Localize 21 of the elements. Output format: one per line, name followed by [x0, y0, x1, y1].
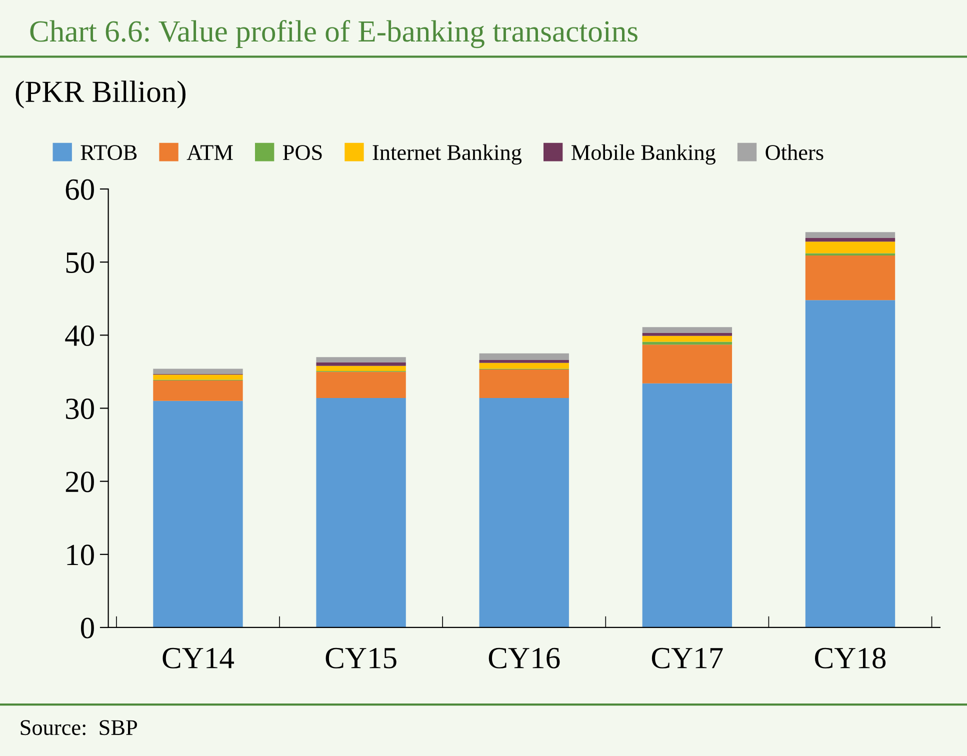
y-tick-label: 20: [66, 472, 94, 492]
y-tick-label: 40: [65, 325, 94, 346]
legend-label: RTOB: [80, 145, 137, 160]
legend-label: Mobile Banking: [571, 144, 716, 165]
x-tick-label: CY15: [326, 648, 396, 668]
chart-title: Chart 6.6: Value profile of E-banking transactoins: [30, 20, 638, 48]
y-tick-label: 0: [80, 618, 94, 638]
y-tick-label: 50: [66, 252, 94, 273]
x-tick-label: CY14: [162, 648, 234, 668]
legend-label: POS: [282, 145, 322, 160]
x-tick-label: CY17: [652, 648, 723, 668]
source-note: Source: SBP: [20, 720, 137, 736]
y-tick-label: 60: [66, 179, 94, 200]
legend-label: Internet Banking: [372, 144, 522, 165]
x-tick-label: CY16: [488, 648, 560, 668]
legend-label: Others: [766, 144, 824, 160]
y-tick-label: 10: [67, 544, 94, 566]
y-tick-label: 30: [66, 398, 94, 420]
legend-label: ATM: [186, 145, 233, 160]
x-tick-label: CY18: [814, 648, 886, 668]
y-axis-title: (PKR Billion): [16, 80, 186, 108]
